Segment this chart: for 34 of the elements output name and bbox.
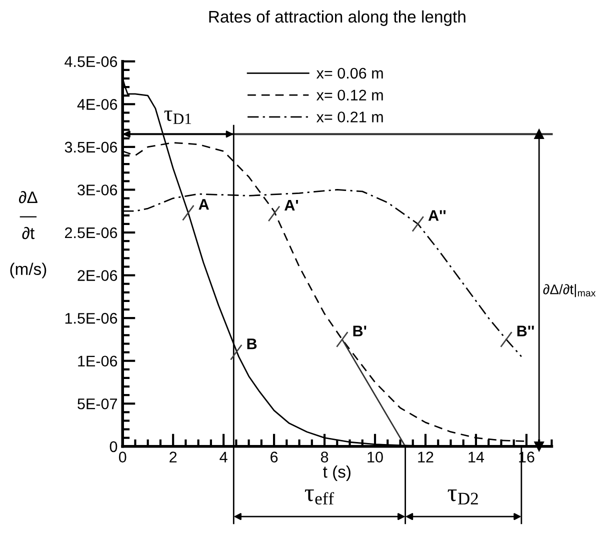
annotation: B [247,338,257,350]
x-tick-label: 4 [220,452,228,462]
text: τ$_{D2}$ [448,489,478,504]
annotation: τ$_{D1}$ [164,110,191,124]
text: ∂Δ ― ∂t (m/s) [10,191,46,278]
x-axis-title: t (s) [323,466,350,482]
annotation: B'' [517,326,534,336]
annotation: ∂Δ/∂t|$_{max}$ [543,284,596,298]
y-tick-label: 1.5E-06 [65,312,118,324]
chart-title: Rates of attraction along the length [209,10,466,26]
legend-label: x= 0.12 m [316,90,383,101]
y-tick-label: 4E-06 [77,99,118,110]
x-tick-label: 8 [320,452,328,462]
y-tick-label: 4.5E-06 [64,56,118,68]
y-tick-label: 5E-07 [78,398,117,410]
legend-label: x= 0.06 m [316,68,383,79]
y-tick-label: 3E-06 [78,184,118,196]
y-tick-label: 0 [110,441,118,452]
x-tick-label: 2 [170,452,177,462]
x-tick-label: 0 [118,452,126,462]
text: τ$_{eff}$ [304,489,334,505]
annotation: A' [284,200,298,211]
x-tick-label: 12 [418,452,434,462]
y-tick-label: 2.5E-06 [65,227,118,238]
annotation: A [198,199,209,210]
annotation: A'' [428,210,446,221]
legend-label: x= 0.21 m [316,112,383,122]
x-tick-label: 10 [368,452,383,462]
y-tick-label: 3.5E-06 [64,142,118,153]
x-tick-label: 14 [468,452,484,462]
y-tick-label: 2E-06 [78,270,118,281]
annotation: B' [353,326,366,336]
y-tick-label: 1E-06 [78,356,118,367]
x-tick-label: 6 [270,452,278,462]
